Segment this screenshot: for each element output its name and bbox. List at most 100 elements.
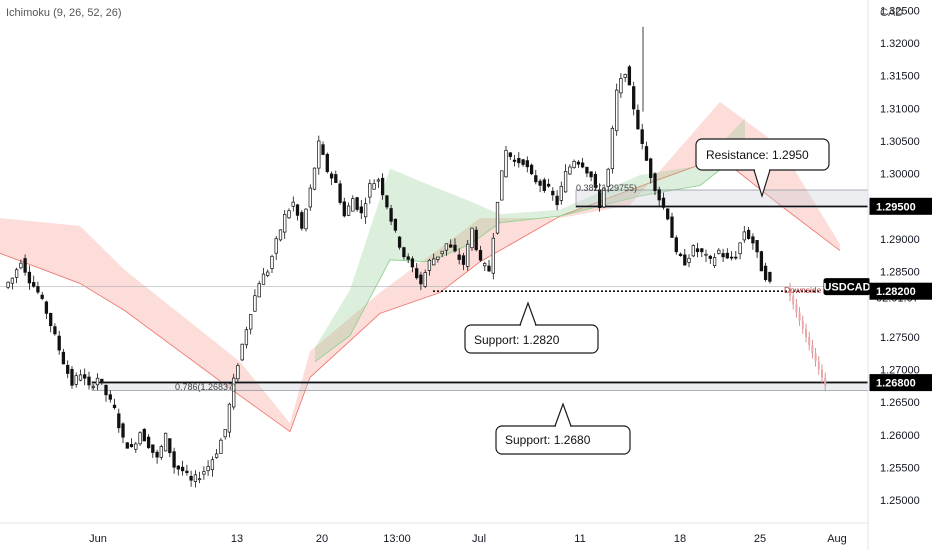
candle-body — [6, 281, 10, 288]
x-tick-label: 13 — [231, 533, 243, 545]
candle-body — [249, 314, 253, 330]
candle-body — [674, 237, 678, 253]
x-tick-label: 25 — [754, 533, 766, 545]
candle-body — [66, 364, 70, 374]
y-tick-label: 1.26000 — [880, 430, 920, 442]
candle-body — [329, 173, 334, 179]
y-tick-label: 1.26500 — [880, 397, 920, 409]
candle-body — [517, 158, 521, 164]
y-tick-label: 1.32500 — [880, 5, 920, 17]
candle-body — [359, 206, 363, 214]
candle-body — [474, 229, 478, 251]
candle-body — [768, 271, 772, 282]
candle-body — [563, 171, 568, 193]
candle-body — [23, 258, 27, 273]
candle-body — [559, 186, 563, 201]
candle-body — [704, 253, 708, 256]
price-badges: 1.29500USDCAD1.2827502:01:071.282001.268… — [823, 197, 932, 392]
candle-body — [521, 159, 525, 165]
projection-body — [808, 336, 811, 346]
candle-body — [206, 466, 210, 472]
candle-body — [695, 248, 700, 253]
candle-body — [295, 204, 300, 216]
candlesticks — [6, 26, 772, 488]
candle-body — [163, 432, 168, 452]
candle-body — [538, 180, 542, 186]
fib-786-label: 0.786(1.26837) — [175, 382, 236, 392]
candle-body — [708, 255, 712, 259]
y-tick-label: 1.29000 — [880, 234, 920, 246]
candle-body — [700, 248, 704, 253]
candle-body — [751, 236, 755, 244]
candle-body — [44, 301, 49, 314]
x-tick-label: 11 — [574, 533, 585, 545]
candle-body — [640, 129, 644, 144]
candle-body — [210, 459, 215, 471]
candle-body — [232, 377, 236, 408]
candle-body — [653, 173, 657, 192]
resistance-callout-text: Resistance: 1.2950 — [706, 148, 809, 162]
candle-body — [491, 237, 495, 274]
candle-body — [487, 265, 491, 272]
candle-body — [244, 329, 249, 346]
time-axis[interactable]: Jun 13 20 13:00 Jul 11 18 25 Aug — [89, 533, 847, 545]
candle-body — [270, 255, 274, 269]
candle-body — [397, 236, 402, 248]
candle-body — [189, 475, 193, 481]
candle-body — [261, 273, 266, 285]
currency-label: CAD — [880, 7, 903, 19]
candle-body — [585, 166, 589, 174]
badge-support2-text: 1.26800 — [876, 378, 916, 390]
candle-body — [457, 254, 461, 260]
candle-body — [444, 243, 449, 251]
candle-body — [623, 74, 627, 78]
candle-body — [436, 256, 440, 260]
candle-body — [57, 335, 61, 351]
candle-body — [104, 384, 108, 396]
candle-body — [423, 272, 427, 287]
candle-body — [734, 256, 738, 259]
projection-body — [795, 304, 798, 313]
candle-body — [129, 444, 134, 448]
candle-body — [619, 78, 623, 94]
candle-body — [627, 66, 632, 86]
candle-body — [227, 403, 232, 433]
fib-382-label: 0.382(1.29755) — [576, 183, 637, 193]
price-zones — [0, 189, 869, 391]
candle-body — [763, 265, 768, 280]
support-1268-callout-text: Support: 1.2680 — [505, 433, 591, 447]
y-tick-label: 1.27500 — [880, 332, 920, 344]
badge-support1 — [869, 282, 932, 300]
candle-body — [312, 167, 317, 190]
candle-body — [300, 212, 304, 229]
candle-body — [214, 453, 219, 458]
candle-body — [389, 208, 393, 222]
support-1282-callout[interactable]: Support: 1.2820 — [464, 301, 599, 354]
candle-body — [117, 413, 121, 429]
candle-body — [257, 283, 261, 298]
x-tick-label: 20 — [316, 533, 328, 545]
price-axis[interactable]: 1.32500 1.32000 1.31500 1.31000 1.30500 1.300… — [880, 5, 920, 507]
candle-body — [546, 183, 551, 187]
candle-body — [95, 377, 100, 386]
candle-body — [146, 436, 151, 449]
y-tick-label: 1.31000 — [880, 103, 920, 115]
candle-body — [19, 262, 23, 269]
candle-body — [193, 474, 198, 482]
candle-body — [593, 173, 598, 188]
candle-body — [555, 195, 559, 206]
candle-body — [738, 242, 742, 255]
y-tick-label: 1.25500 — [880, 463, 920, 475]
candle-body — [683, 254, 687, 266]
candle-body — [151, 444, 155, 453]
candle-body — [363, 203, 368, 218]
candle-body — [572, 160, 576, 168]
candle-body — [410, 258, 415, 268]
resistance-callout[interactable]: Resistance: 1.2950 — [695, 138, 830, 199]
candle-body — [78, 374, 83, 381]
candle-body — [83, 374, 87, 379]
candle-body — [406, 256, 410, 260]
support-1268-callout[interactable]: Support: 1.2680 — [495, 402, 631, 455]
candle-body — [176, 465, 180, 470]
